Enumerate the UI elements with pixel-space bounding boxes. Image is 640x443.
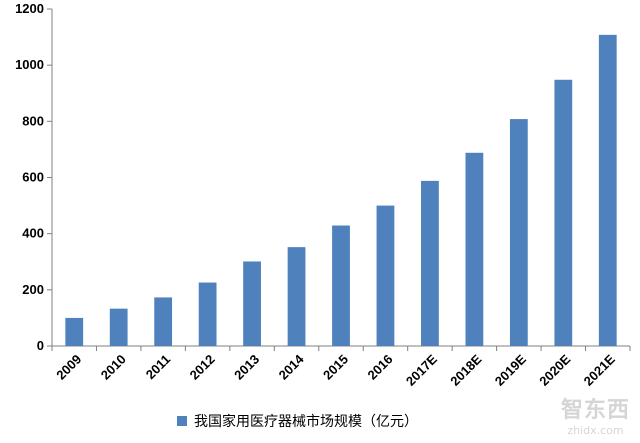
y-tick-label: 600 [22, 170, 44, 185]
x-tick-label: 2015 [320, 352, 351, 383]
bar-2020E [554, 79, 573, 347]
bar-2011 [154, 297, 173, 346]
x-tick-label: 2012 [187, 352, 218, 383]
legend-label: 我国家用医疗器械市场规模（亿元） [194, 413, 418, 430]
bar-2017E [421, 180, 439, 346]
x-tick-label: 2010 [98, 352, 129, 383]
y-tick-label: 200 [22, 282, 44, 297]
x-tick-label: 2017E [403, 351, 440, 388]
bar-2012 [198, 282, 217, 346]
x-axis: 2009 2010 2011 2012 2013 2014 2015 2016 2017E 201… [51, 345, 631, 389]
bar-2010 [109, 308, 128, 346]
x-tick-label: 2020E [536, 351, 573, 388]
bar-2016 [376, 205, 395, 346]
x-tick-label: 2016 [365, 352, 396, 383]
bar-2019E [509, 119, 528, 346]
x-tick-label: 2021E [581, 351, 618, 388]
legend-swatch [177, 416, 187, 426]
bars [65, 34, 617, 347]
x-tick-label: 2014 [276, 351, 308, 383]
bar-2009 [65, 317, 84, 346]
bar-2013 [243, 261, 261, 346]
y-tick-label: 800 [22, 113, 44, 128]
bar-2018E [465, 152, 484, 346]
x-tick-label: 2011 [143, 352, 174, 383]
bar-2015 [332, 225, 350, 346]
bar-2014 [287, 247, 306, 346]
y-tick-label: 1000 [15, 57, 44, 72]
x-tick-label: 2013 [231, 352, 262, 383]
y-axis: 0 200 400 600 800 1000 1200 [15, 1, 53, 353]
y-tick-label: 1200 [15, 1, 44, 16]
bar-2021E [598, 34, 617, 346]
legend: 我国家用医疗器械市场规模（亿元） [177, 413, 418, 430]
y-tick-label: 0 [37, 338, 44, 353]
x-tick-label: 2009 [53, 352, 84, 383]
x-tick-label: 2018E [447, 351, 484, 388]
y-tick-label: 400 [22, 226, 44, 241]
x-tick-label: 2019E [492, 351, 529, 388]
